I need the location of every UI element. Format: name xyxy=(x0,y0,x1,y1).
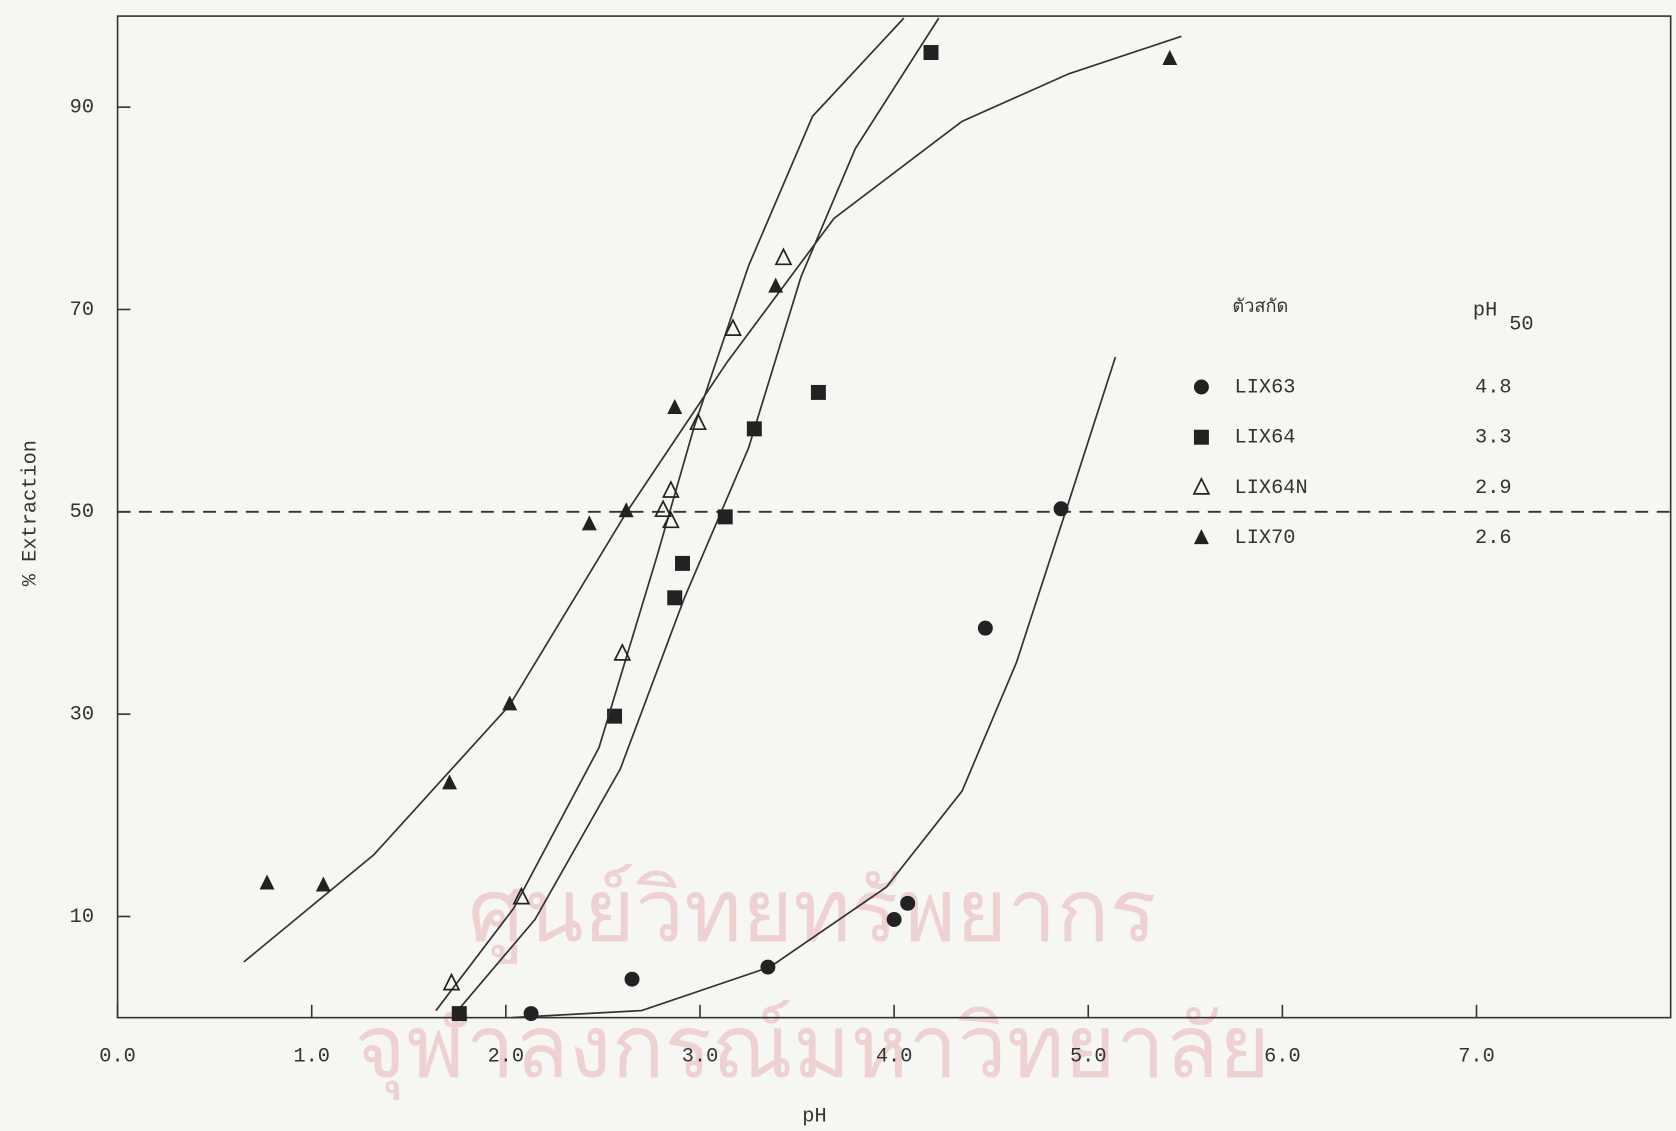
legend-marker xyxy=(1194,529,1209,544)
x-tick-label: 7.0 xyxy=(1458,1045,1495,1068)
data-point xyxy=(582,515,597,530)
fit-curve xyxy=(244,36,1182,962)
y-tick-label: 10 xyxy=(70,906,94,929)
data-point xyxy=(811,385,826,400)
y-tick-label: 50 xyxy=(70,501,94,524)
data-point xyxy=(776,249,791,264)
page: {"chart_data": { "type": "scatter", "xla… xyxy=(0,0,1676,1131)
data-point xyxy=(924,45,939,60)
data-point xyxy=(1162,50,1177,65)
y-axis-label: % Extraction xyxy=(19,440,42,586)
data-point xyxy=(667,399,682,414)
data-point xyxy=(260,875,275,890)
x-tick-label: 4.0 xyxy=(876,1045,913,1068)
data-point xyxy=(524,1006,539,1021)
data-point xyxy=(718,509,733,524)
legend-value: 4.8 xyxy=(1475,376,1512,399)
data-point xyxy=(675,556,690,571)
legend-marker xyxy=(1194,380,1209,395)
legend-marker xyxy=(1194,430,1209,445)
data-point xyxy=(667,590,682,605)
legend-value: 3.3 xyxy=(1475,427,1512,450)
x-tick-label: 5.0 xyxy=(1070,1045,1107,1068)
x-tick-label: 2.0 xyxy=(488,1045,525,1068)
x-axis-label: pH xyxy=(802,1105,826,1128)
data-point xyxy=(760,960,775,975)
legend-label: LIX70 xyxy=(1235,527,1296,550)
data-point xyxy=(887,912,902,927)
legend-value-header-subscript: 50 xyxy=(1509,313,1533,336)
legend-value: 2.9 xyxy=(1475,477,1512,500)
watermark: ศูนย์วิทยทรัพยากร xyxy=(468,860,1156,964)
x-tick-label: 0.0 xyxy=(99,1045,136,1068)
y-tick-label: 90 xyxy=(70,97,94,120)
legend-marker xyxy=(1194,479,1209,494)
legend-label: LIX64N xyxy=(1235,477,1308,500)
data-point xyxy=(452,1006,467,1021)
legend-label: LIX64 xyxy=(1235,427,1296,450)
data-point xyxy=(747,421,762,436)
x-tick-label: 1.0 xyxy=(293,1045,330,1068)
data-point xyxy=(1054,501,1069,516)
legend-label: LIX63 xyxy=(1235,376,1296,399)
data-point xyxy=(316,877,331,892)
data-point xyxy=(768,278,783,293)
data-point xyxy=(978,621,993,636)
legend-value: 2.6 xyxy=(1475,527,1512,550)
data-point xyxy=(625,972,640,987)
legend-title: ตัวสกัด xyxy=(1232,296,1288,317)
y-tick-label: 70 xyxy=(70,299,94,322)
x-tick-label: 3.0 xyxy=(682,1045,719,1068)
x-tick-label: 6.0 xyxy=(1264,1045,1301,1068)
chart: ศูนย์วิทยทรัพยากร จุฬาลงกรณ์มหาวิทยาลัย … xyxy=(0,0,1676,1131)
data-point xyxy=(900,896,915,911)
y-tick-label: 30 xyxy=(70,703,94,726)
legend-value-header: pH xyxy=(1473,299,1497,322)
